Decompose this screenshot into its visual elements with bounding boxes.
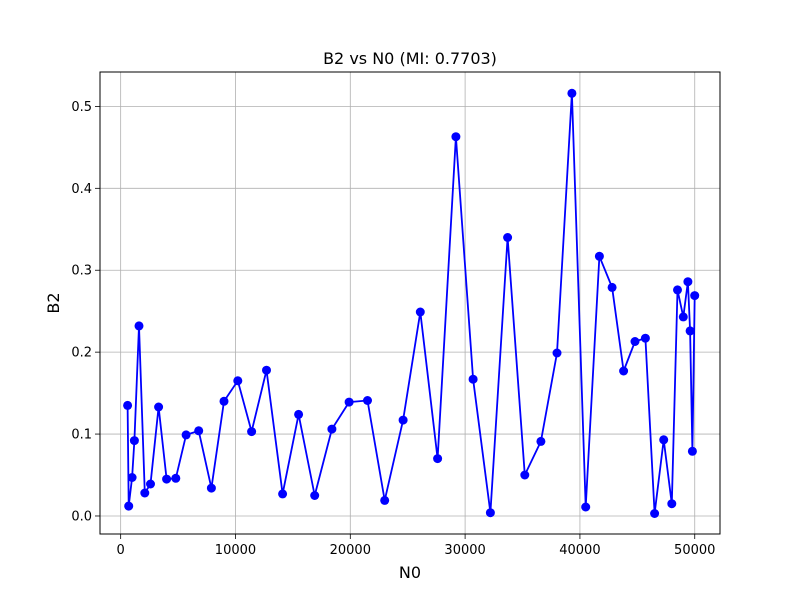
data-point bbox=[503, 233, 513, 242]
x-tick-label: 40000 bbox=[559, 543, 600, 558]
data-point bbox=[485, 508, 495, 518]
data-point bbox=[380, 495, 390, 505]
x-axis-label: N0 bbox=[399, 563, 421, 582]
data-point bbox=[124, 501, 134, 511]
data-point bbox=[673, 285, 682, 295]
data-point bbox=[667, 499, 677, 509]
data-point bbox=[310, 491, 320, 500]
x-tick-label: 30000 bbox=[444, 543, 485, 558]
data-point bbox=[162, 474, 172, 484]
data-point bbox=[640, 333, 650, 343]
x-tick-label: 10000 bbox=[215, 543, 256, 558]
x-tick-label: 50000 bbox=[674, 543, 715, 558]
data-point bbox=[123, 400, 133, 410]
data-point bbox=[146, 479, 155, 489]
y-tick-label: 0.4 bbox=[71, 182, 92, 197]
data-point bbox=[687, 446, 697, 456]
data-point bbox=[344, 397, 354, 407]
plot-frame bbox=[99, 71, 721, 535]
data-point bbox=[327, 424, 337, 434]
x-tick-label: 20000 bbox=[330, 543, 371, 558]
data-point bbox=[678, 312, 688, 322]
plot-area bbox=[100, 72, 720, 534]
y-tick-label: 0.3 bbox=[71, 264, 92, 279]
y-axis-label: B2 bbox=[44, 292, 63, 313]
data-point bbox=[294, 409, 304, 419]
data-point bbox=[683, 277, 693, 287]
data-point bbox=[219, 396, 229, 406]
data-point bbox=[278, 489, 288, 499]
y-tick-label: 0.5 bbox=[71, 100, 92, 115]
data-point bbox=[415, 307, 425, 317]
data-point bbox=[619, 366, 629, 376]
data-point bbox=[194, 426, 204, 436]
data-point bbox=[363, 396, 372, 405]
data-point bbox=[154, 402, 164, 412]
series bbox=[123, 88, 700, 518]
data-point bbox=[581, 502, 591, 512]
data-point bbox=[451, 132, 461, 142]
y-tick-label: 0.1 bbox=[71, 428, 92, 443]
data-point bbox=[594, 251, 604, 261]
data-point bbox=[659, 435, 669, 445]
y-tick-label: 0.2 bbox=[71, 346, 92, 361]
y-tick-label: 0.0 bbox=[71, 509, 92, 524]
data-point bbox=[567, 88, 577, 98]
data-point bbox=[181, 430, 191, 440]
data-point bbox=[536, 436, 546, 446]
ticks: 0 10000 20000 30000 40000 50000 0.0 0.1 0.2 0.3 0.… bbox=[71, 100, 715, 558]
data-point bbox=[630, 337, 640, 346]
data-point bbox=[468, 374, 478, 384]
data-point bbox=[607, 282, 617, 292]
data-point bbox=[233, 376, 243, 386]
data-point bbox=[433, 454, 443, 464]
data-point bbox=[398, 415, 408, 425]
data-point bbox=[206, 483, 216, 493]
data-point bbox=[552, 348, 562, 358]
data-point bbox=[134, 321, 144, 331]
chart-title: B2 vs N0 (MI: 0.7703) bbox=[323, 49, 497, 68]
data-point bbox=[127, 473, 137, 482]
data-point bbox=[247, 427, 257, 437]
data-point bbox=[520, 470, 530, 480]
data-point bbox=[650, 509, 660, 518]
data-point bbox=[140, 488, 150, 498]
data-point bbox=[171, 473, 181, 483]
data-point bbox=[690, 291, 700, 301]
data-point bbox=[685, 326, 695, 336]
data-point bbox=[262, 365, 271, 375]
data-point bbox=[129, 436, 139, 446]
x-tick-label: 0 bbox=[117, 543, 125, 558]
